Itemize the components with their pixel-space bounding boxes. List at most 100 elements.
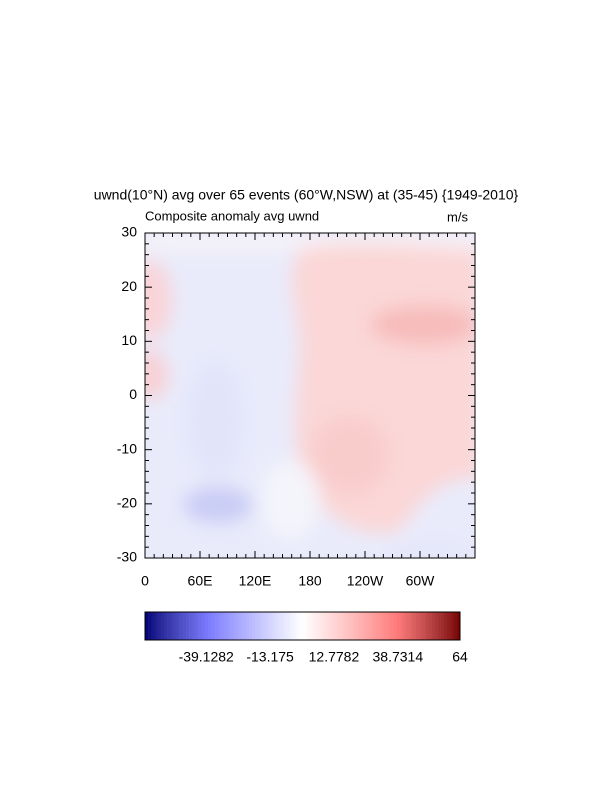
colorbar-box xyxy=(274,612,278,640)
colorbar-box xyxy=(182,612,187,640)
colorbar-box xyxy=(163,612,168,640)
colorbar-box xyxy=(340,612,344,640)
colorbar-label: -13.175 xyxy=(246,649,294,665)
colorbar-box xyxy=(356,612,360,640)
colorbar-box xyxy=(441,612,445,640)
colorbar-box xyxy=(378,612,382,640)
colorbar-box xyxy=(157,612,162,640)
colorbar-box xyxy=(160,612,165,640)
colorbar-box xyxy=(400,612,404,640)
colorbar-box xyxy=(352,612,357,640)
colorbar-box xyxy=(148,612,152,640)
colorbar-box xyxy=(437,612,442,640)
colorbar-box xyxy=(368,612,373,640)
colorbar-box xyxy=(280,612,284,640)
colorbar-box xyxy=(264,612,269,640)
colorbar-box xyxy=(343,612,347,640)
colorbar-label: 38.7314 xyxy=(373,649,424,665)
colorbar-box xyxy=(434,612,439,640)
colorbar-box xyxy=(374,612,379,640)
colorbar-box xyxy=(195,612,199,640)
colorbar-box xyxy=(387,612,391,640)
x-tick-label: 60E xyxy=(188,573,213,589)
colorbar-box xyxy=(384,612,388,640)
colorbar-box xyxy=(255,612,259,640)
colorbar-box xyxy=(286,612,291,640)
chart-subtitle: Composite anomaly avg uwnd xyxy=(145,208,319,223)
x-tick-label: 60W xyxy=(406,573,436,589)
colorbar-box xyxy=(283,612,288,640)
colorbar-box xyxy=(289,612,294,640)
colorbar-box xyxy=(261,612,265,640)
colorbar-box xyxy=(236,612,240,640)
chart-title: uwnd(10°N) avg over 65 events (60°W,NSW)… xyxy=(94,187,519,203)
colorbar-box xyxy=(346,612,351,640)
colorbar-label: 12.7782 xyxy=(309,649,360,665)
colorbar-box xyxy=(447,612,451,640)
colorbar-box xyxy=(431,612,436,640)
colorbar-box xyxy=(422,612,426,640)
colorbar-box xyxy=(179,612,184,640)
colorbar-box xyxy=(302,612,306,640)
colorbar-box xyxy=(409,612,414,640)
colorbar-box xyxy=(223,612,228,640)
colorbar-box xyxy=(428,612,432,640)
colorbar-box xyxy=(267,612,272,640)
colorbar-box xyxy=(450,612,454,640)
colorbar-box xyxy=(318,612,322,640)
colorbar-box xyxy=(271,612,275,640)
x-tick-label: 180 xyxy=(298,573,322,589)
colorbar-box xyxy=(145,612,149,640)
colorbar-box xyxy=(154,612,158,640)
colorbar-box xyxy=(214,612,218,640)
colorbar-box xyxy=(308,612,313,640)
colorbar-box xyxy=(208,612,212,640)
colorbar-box xyxy=(365,612,369,640)
colorbar-box xyxy=(189,612,193,640)
colorbar-box xyxy=(381,612,385,640)
x-tick-label: 0 xyxy=(141,573,149,589)
colorbar-box xyxy=(167,612,171,640)
y-tick-label: -20 xyxy=(117,495,137,511)
colorbar-box xyxy=(204,612,209,640)
colorbar-box xyxy=(198,612,202,640)
colorbar-box xyxy=(403,612,407,640)
y-tick-label: 0 xyxy=(129,386,137,402)
colorbar-box xyxy=(211,612,215,640)
colorbar-box xyxy=(371,612,376,640)
colorbar-box xyxy=(293,612,297,640)
colorbar-box xyxy=(252,612,256,640)
colorbar-box xyxy=(217,612,221,640)
colorbar-label: -39.1282 xyxy=(179,649,234,665)
colorbar-box xyxy=(230,612,234,640)
colorbar-box xyxy=(170,612,174,640)
colorbar-box xyxy=(296,612,300,640)
colorbar-box xyxy=(277,612,281,640)
colorbar-box xyxy=(226,612,231,640)
y-tick-label: 10 xyxy=(121,332,137,348)
colorbar-box xyxy=(415,612,420,640)
colorbar-box xyxy=(444,612,448,640)
y-tick-label: 20 xyxy=(121,278,137,294)
colorbar-frame xyxy=(144,611,461,641)
colorbar: -39.1282 -13.175 12.7782 38.7314 64 xyxy=(144,611,468,665)
colorbar-box xyxy=(185,612,190,640)
y-tick-label: -10 xyxy=(117,440,137,456)
colorbar-box xyxy=(299,612,303,640)
colorbar-box xyxy=(305,612,310,640)
colorbar-box xyxy=(321,612,325,640)
colorbar-box xyxy=(248,612,253,640)
colorbar-box xyxy=(330,612,335,640)
colorbar-box xyxy=(406,612,410,640)
x-tick-label: 120W xyxy=(347,573,384,589)
colorbar-box xyxy=(412,612,417,640)
y-tick-label: 30 xyxy=(121,224,137,240)
colorbar-box xyxy=(220,612,225,640)
colorbar-box xyxy=(176,612,180,640)
colorbar-box xyxy=(390,612,395,640)
colorbar-box xyxy=(337,612,341,640)
contour-field xyxy=(145,233,475,558)
y-tick-label: -30 xyxy=(117,549,137,565)
colorbar-box xyxy=(151,612,155,640)
